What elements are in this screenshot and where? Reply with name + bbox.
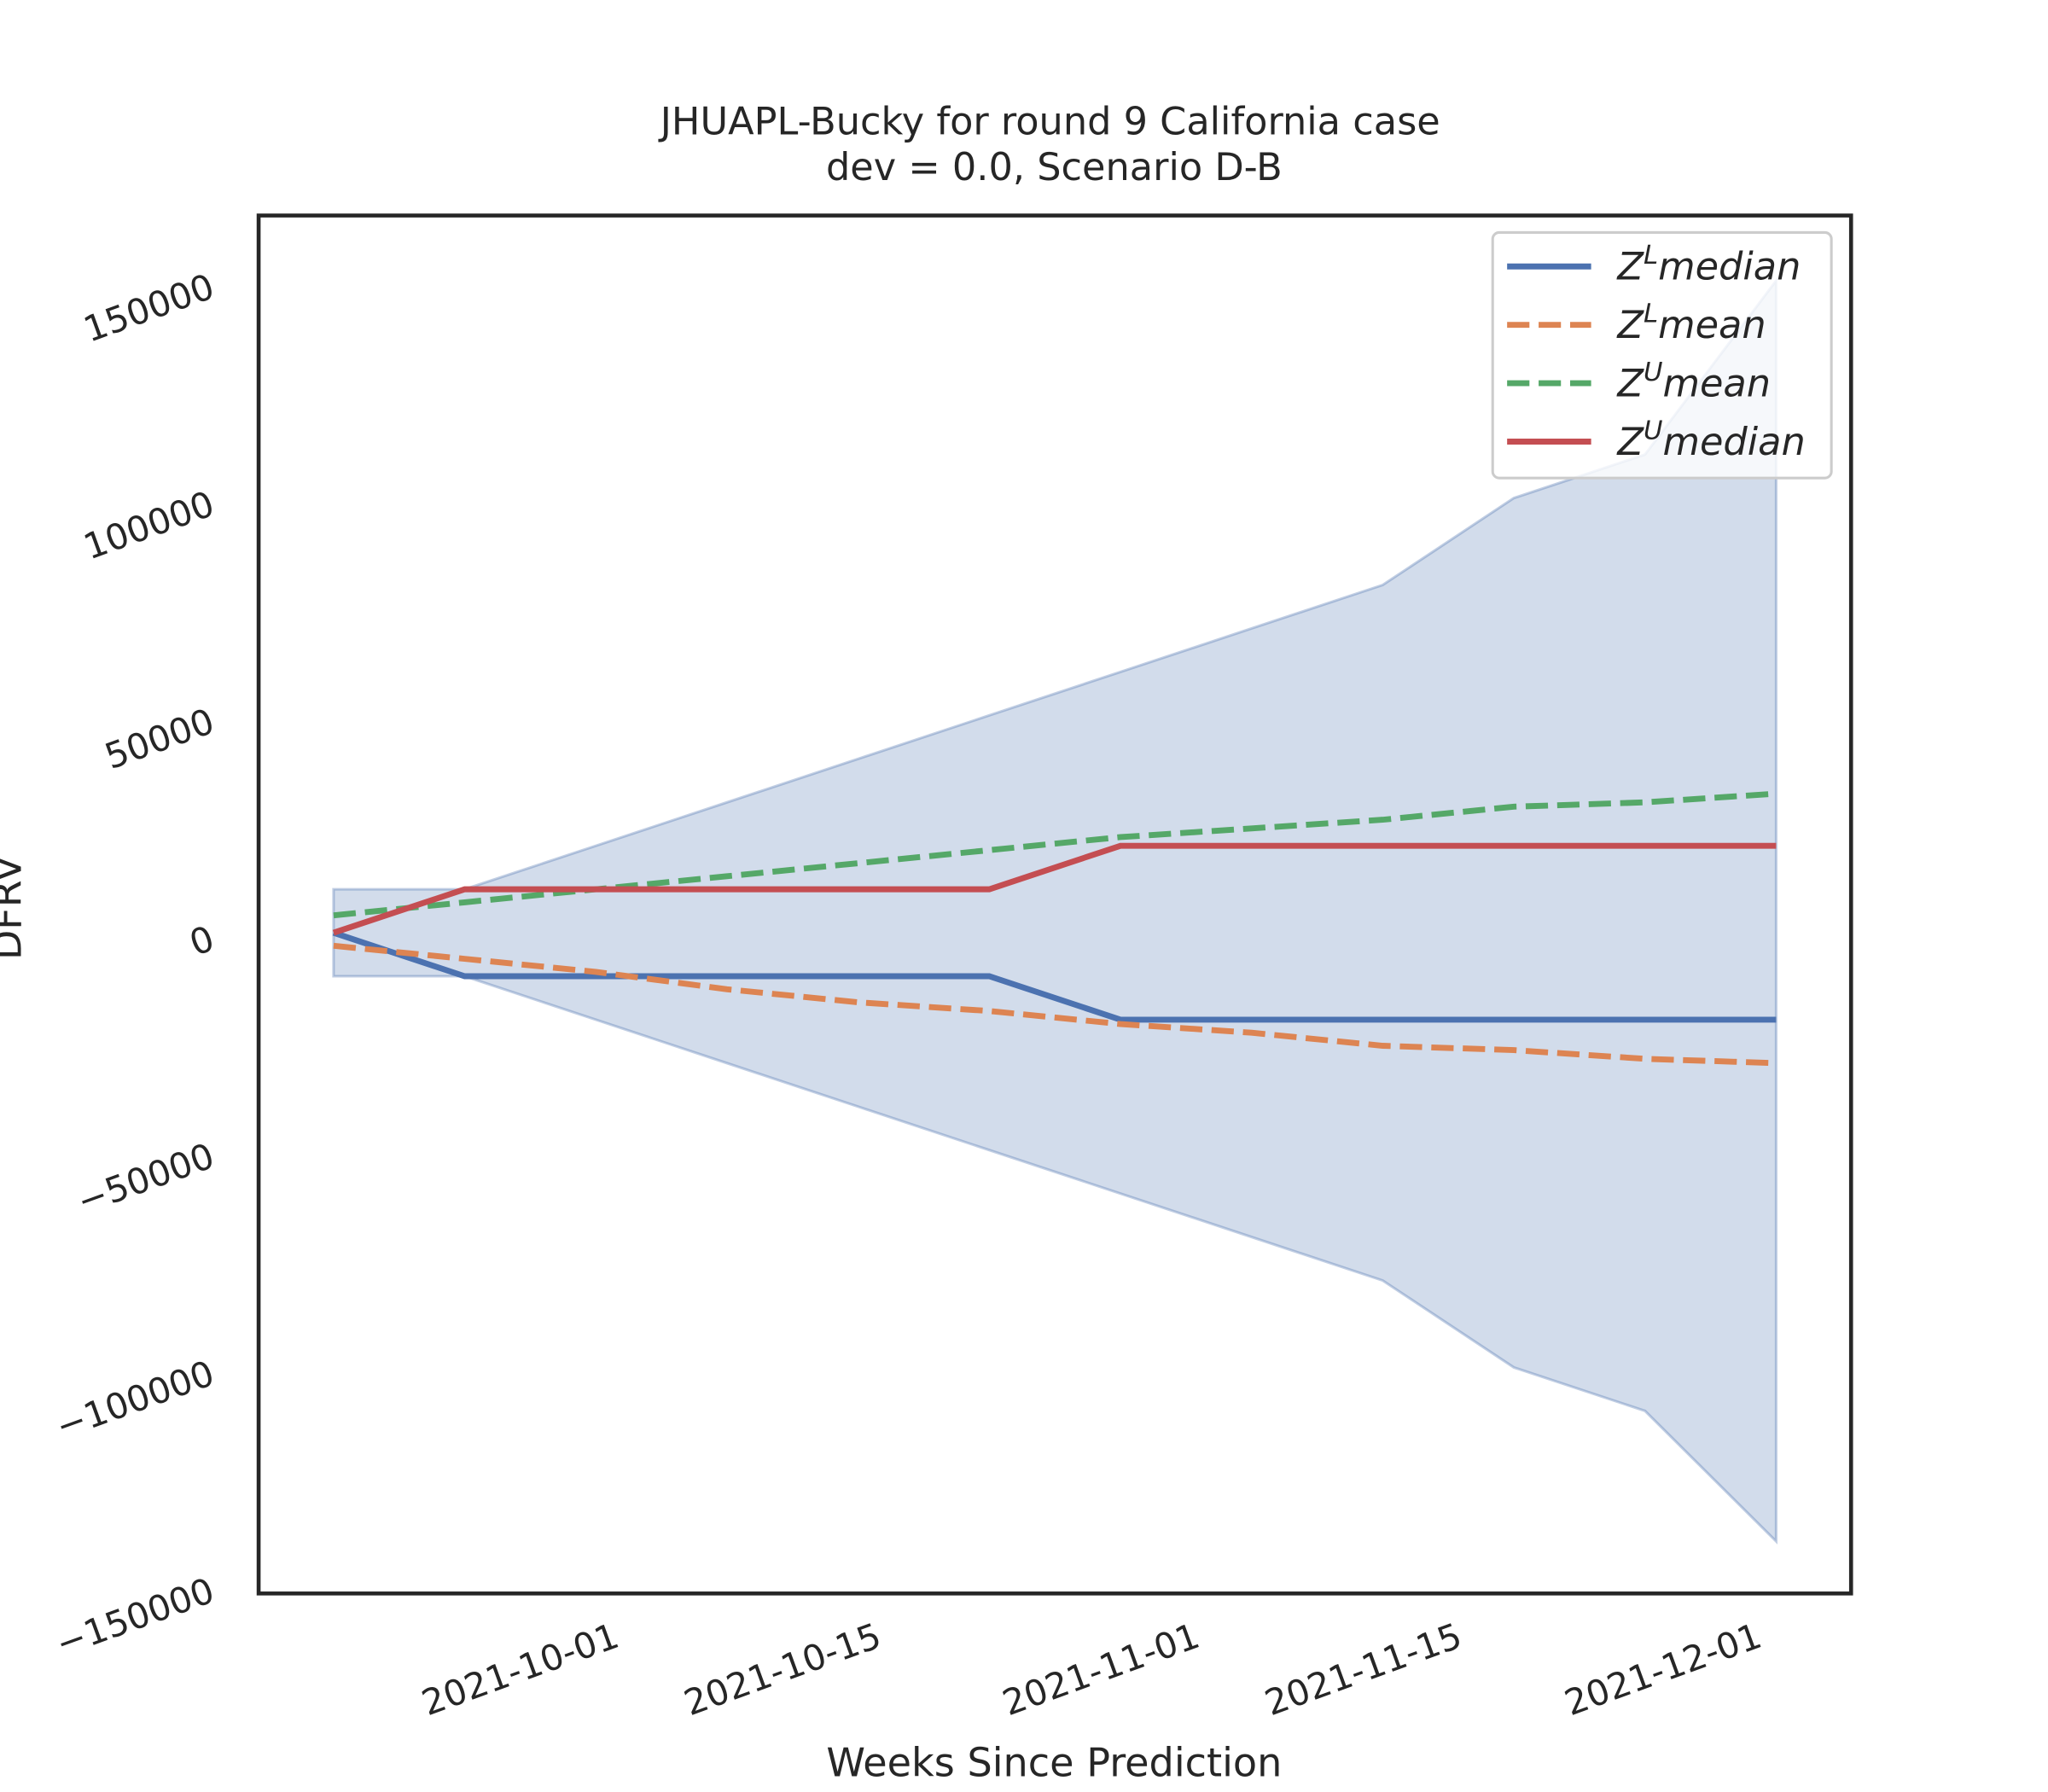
legend-label-base: Z	[1616, 246, 1644, 289]
chart-title: JHUAPL-Bucky for round 9 California case	[658, 101, 1440, 144]
legend-label-text: mean	[1658, 304, 1766, 347]
y-tick-label: −150000	[50, 1570, 219, 1665]
legend-label-text: mean	[1662, 362, 1771, 405]
y-tick-label: −100000	[50, 1353, 219, 1447]
y-tick-label: 50000	[100, 701, 220, 777]
x-tick-label: 2021-10-15	[678, 1615, 886, 1724]
x-tick-label: 2021-11-01	[998, 1615, 1205, 1724]
y-tick-label: −50000	[72, 1136, 219, 1223]
chart-subtitle: dev = 0.0, Scenario D-B	[826, 146, 1283, 189]
y-tick-label: 0	[184, 918, 219, 964]
x-axis-label: Weeks Since Prediction	[826, 1740, 1282, 1786]
legend-label: ZUmean	[1616, 358, 1771, 405]
legend-label-sup: L	[1644, 300, 1658, 329]
legend-label-sup: U	[1644, 358, 1663, 387]
x-tick-label: 2021-11-15	[1260, 1615, 1467, 1724]
legend-label: ZLmedian	[1616, 241, 1801, 288]
series-line	[333, 942, 1777, 1067]
y-tick-label: 150000	[79, 266, 219, 351]
y-tick-label: 100000	[79, 483, 219, 567]
legend-box	[1491, 230, 1833, 480]
confidence-band	[332, 276, 1777, 1545]
legend-label-text: median	[1658, 246, 1801, 289]
legend-label-base: Z	[1616, 421, 1644, 464]
legend-label-text: median	[1662, 421, 1805, 464]
legend-label: ZLmean	[1616, 300, 1766, 347]
series-line	[332, 842, 1777, 936]
legend-label-base: Z	[1616, 362, 1644, 405]
x-tick-label: 2021-10-01	[416, 1615, 624, 1724]
legend-label: ZUmedian	[1616, 416, 1805, 464]
y-axis-label: DFRV	[0, 855, 31, 960]
x-tick-label: 2021-12-01	[1559, 1615, 1766, 1724]
legend-label-base: Z	[1616, 304, 1644, 347]
legend-label-sup: L	[1644, 241, 1658, 271]
legend-label-sup: U	[1644, 416, 1663, 446]
plot-frame	[256, 213, 1853, 1596]
series-line	[332, 929, 1777, 1023]
